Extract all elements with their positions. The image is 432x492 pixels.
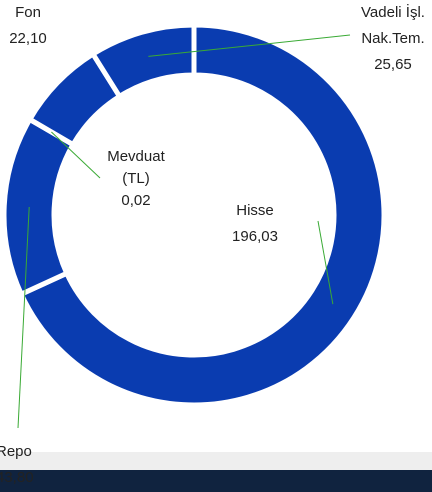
label-value: 25,65 (374, 56, 412, 73)
label-name: Repo (0, 443, 32, 460)
leader-line (51, 131, 101, 179)
label: Hisse 196,03 (200, 198, 310, 250)
leader-line (317, 220, 334, 305)
label-value: 43,80 (0, 469, 34, 486)
label-name: Mevduat (TL) (107, 148, 165, 187)
leader-line (17, 206, 30, 429)
label: Mevduat (TL) 0,02 (100, 146, 172, 212)
label: Repo 43,80 (0, 439, 36, 491)
label-name: Vadeli İşl. Nak.Tem. (361, 4, 425, 47)
label-name: Fon (15, 4, 41, 21)
leader-line (148, 34, 351, 57)
footer-strip (0, 452, 432, 470)
donut-segment (17, 22, 387, 408)
footer-bar (0, 470, 432, 492)
donut-segment (89, 22, 197, 100)
label-name: Hisse (236, 202, 274, 219)
label: Fon 22,10 (0, 0, 56, 52)
label-value: 22,10 (9, 30, 47, 47)
label: Vadeli İşl. Nak.Tem. 25,65 (352, 0, 432, 78)
label-value: 0,02 (121, 192, 151, 209)
label-value: 196,03 (232, 228, 278, 245)
donut-segment (1, 115, 77, 298)
